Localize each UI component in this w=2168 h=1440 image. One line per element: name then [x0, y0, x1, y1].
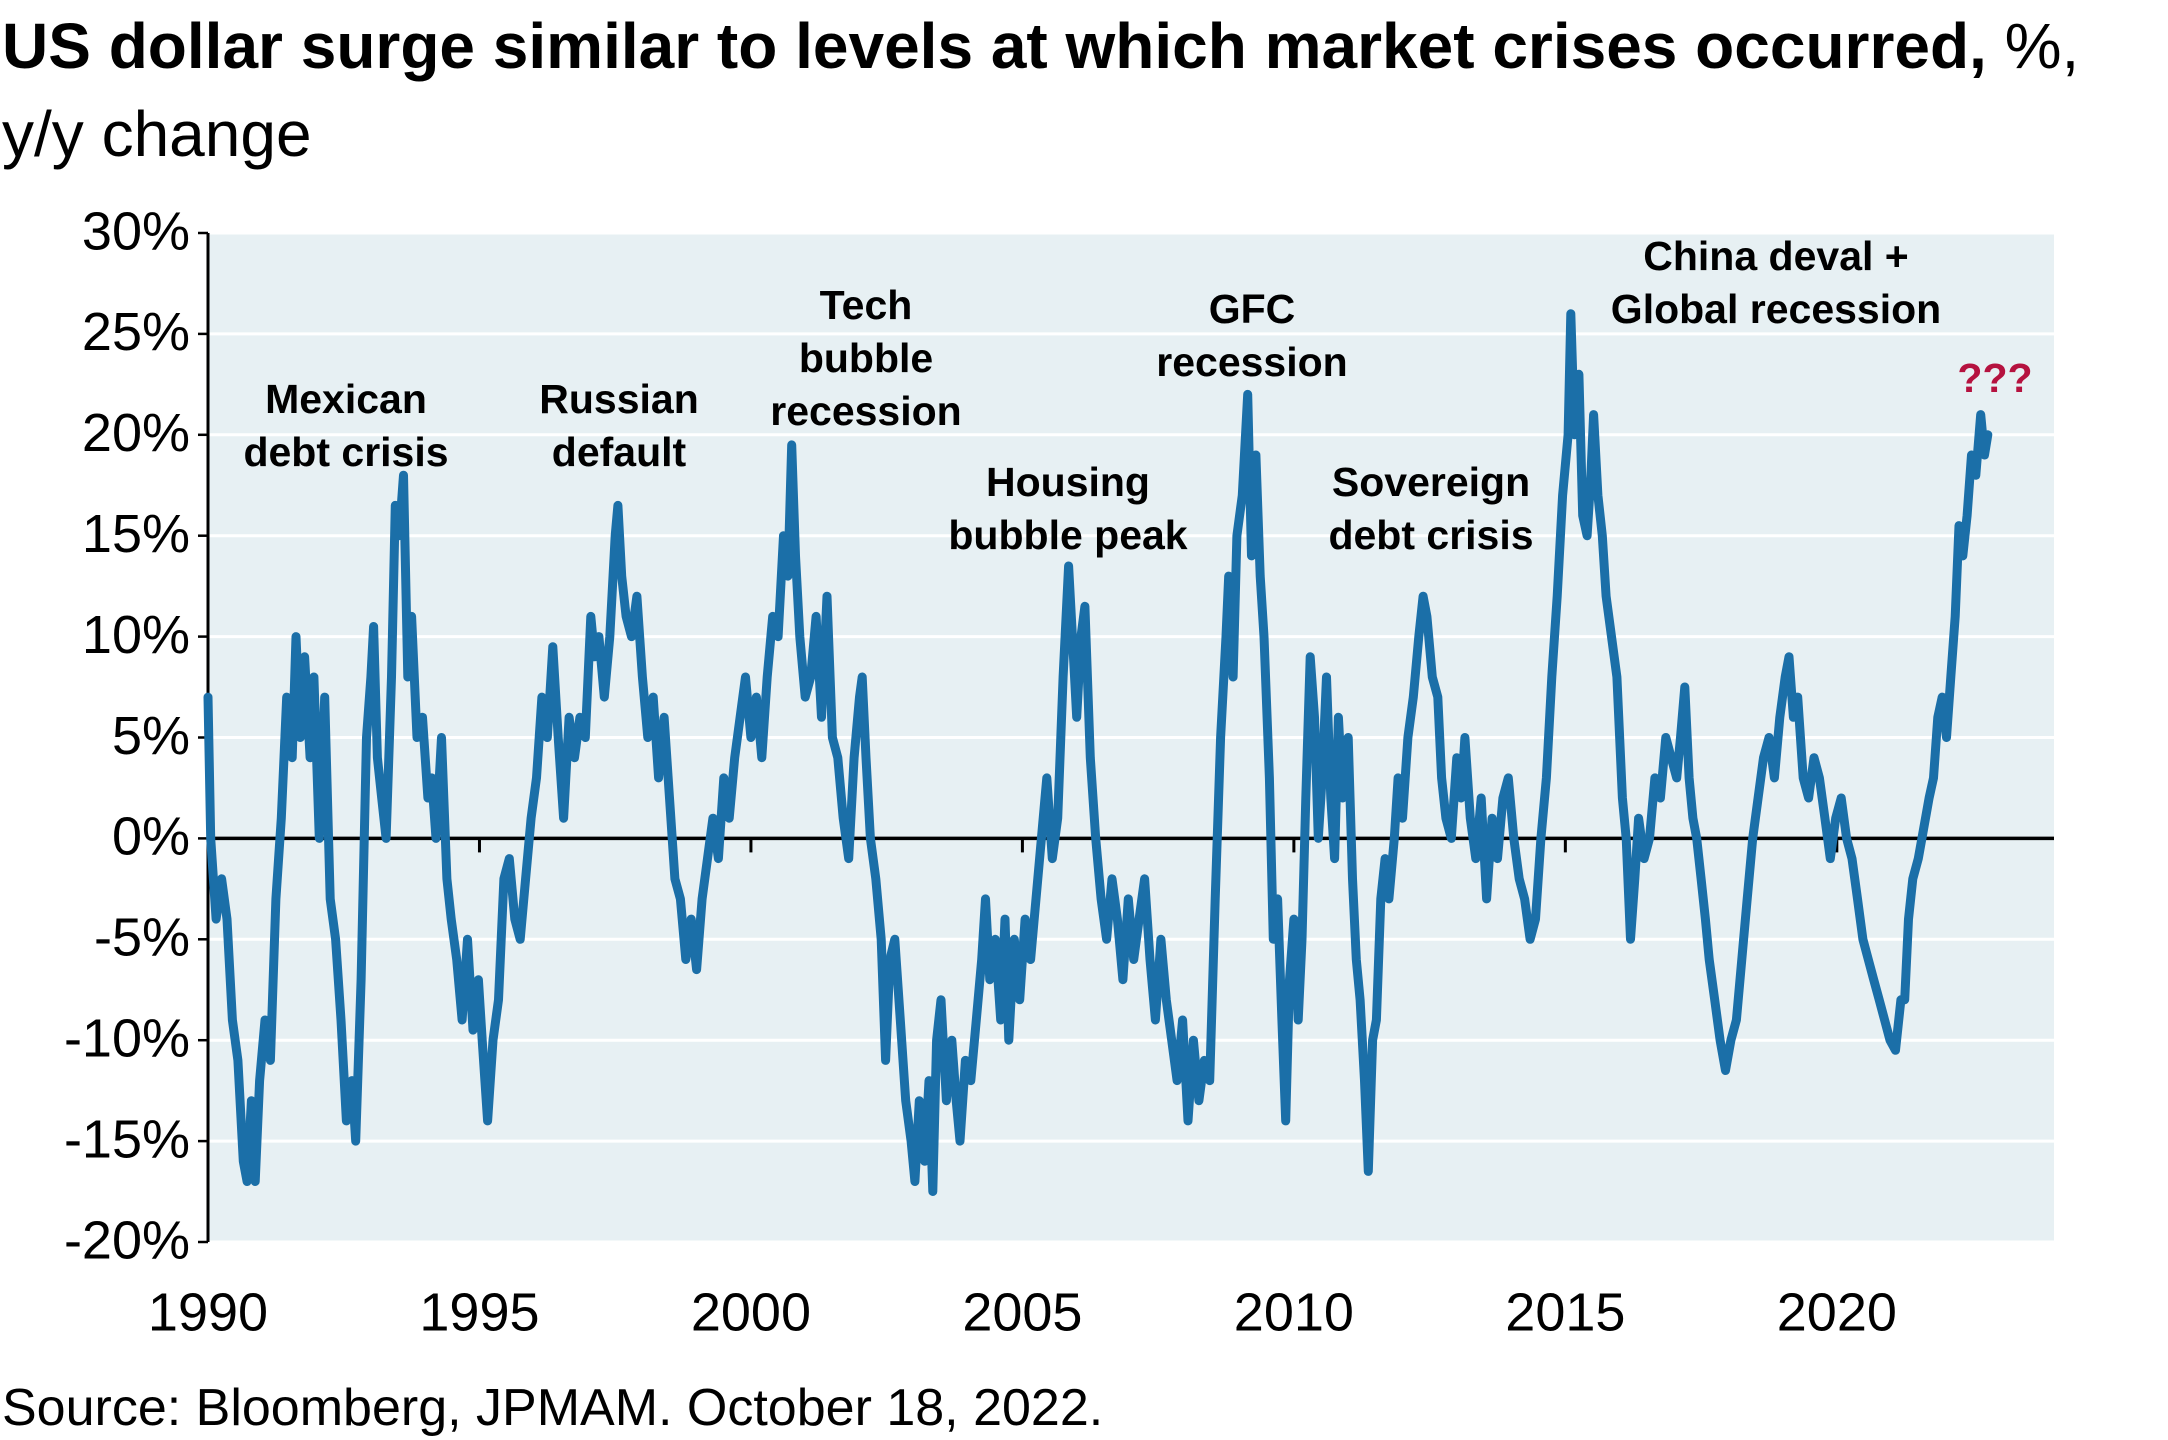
annotation: Tech: [820, 282, 913, 328]
annotation: debt crisis: [243, 429, 448, 475]
x-tick-label: 1995: [419, 1282, 539, 1342]
annotation: GFC: [1209, 286, 1296, 332]
subtitle: %, y/y change: [2, 10, 2080, 170]
source: Source: Bloomberg, JPMAM. October 18, 20…: [2, 1379, 1104, 1437]
annotation: Housing: [986, 459, 1150, 505]
x-tick-label: 2020: [1777, 1282, 1897, 1342]
y-tick-label: -10%: [64, 1008, 190, 1068]
y-tick-label: 25%: [82, 302, 190, 362]
y-tick-label: 10%: [82, 605, 190, 665]
annotation: ???: [1957, 355, 2032, 401]
y-tick-label: 0%: [112, 807, 190, 867]
annotation: bubble: [799, 335, 933, 381]
annotation: bubble peak: [948, 512, 1187, 558]
x-tick-label: 2000: [691, 1282, 811, 1342]
y-tick-label: 15%: [82, 504, 190, 564]
y-tick-label: -15%: [64, 1109, 190, 1169]
annotation: China deval +: [1643, 233, 1908, 279]
y-tick-label: 20%: [82, 403, 190, 463]
annotation: default: [552, 429, 687, 475]
y-tick-label: 30%: [82, 201, 190, 261]
title: US dollar surge similar to levels at whi…: [2, 10, 1987, 82]
x-tick-label: 2005: [962, 1282, 1082, 1342]
y-tick-label: -20%: [64, 1210, 190, 1270]
annotation: Russian: [539, 376, 699, 422]
x-tick-label: 1990: [148, 1282, 268, 1342]
data-line: [203, 309, 1993, 1196]
annotation: recession: [1156, 339, 1347, 385]
annotation: recession: [770, 388, 961, 434]
annotation: debt crisis: [1328, 512, 1533, 558]
x-tick-label: 2010: [1234, 1282, 1354, 1342]
annotation: Global recession: [1611, 286, 1941, 332]
chart-title: US dollar surge similar to levels at whi…: [2, 2, 2122, 178]
annotation: Sovereign: [1332, 459, 1530, 505]
annotation: Mexican: [265, 376, 427, 422]
x-tick-label: 2015: [1505, 1282, 1625, 1342]
y-tick-label: 5%: [112, 706, 190, 766]
y-tick-label: -5%: [94, 908, 190, 968]
